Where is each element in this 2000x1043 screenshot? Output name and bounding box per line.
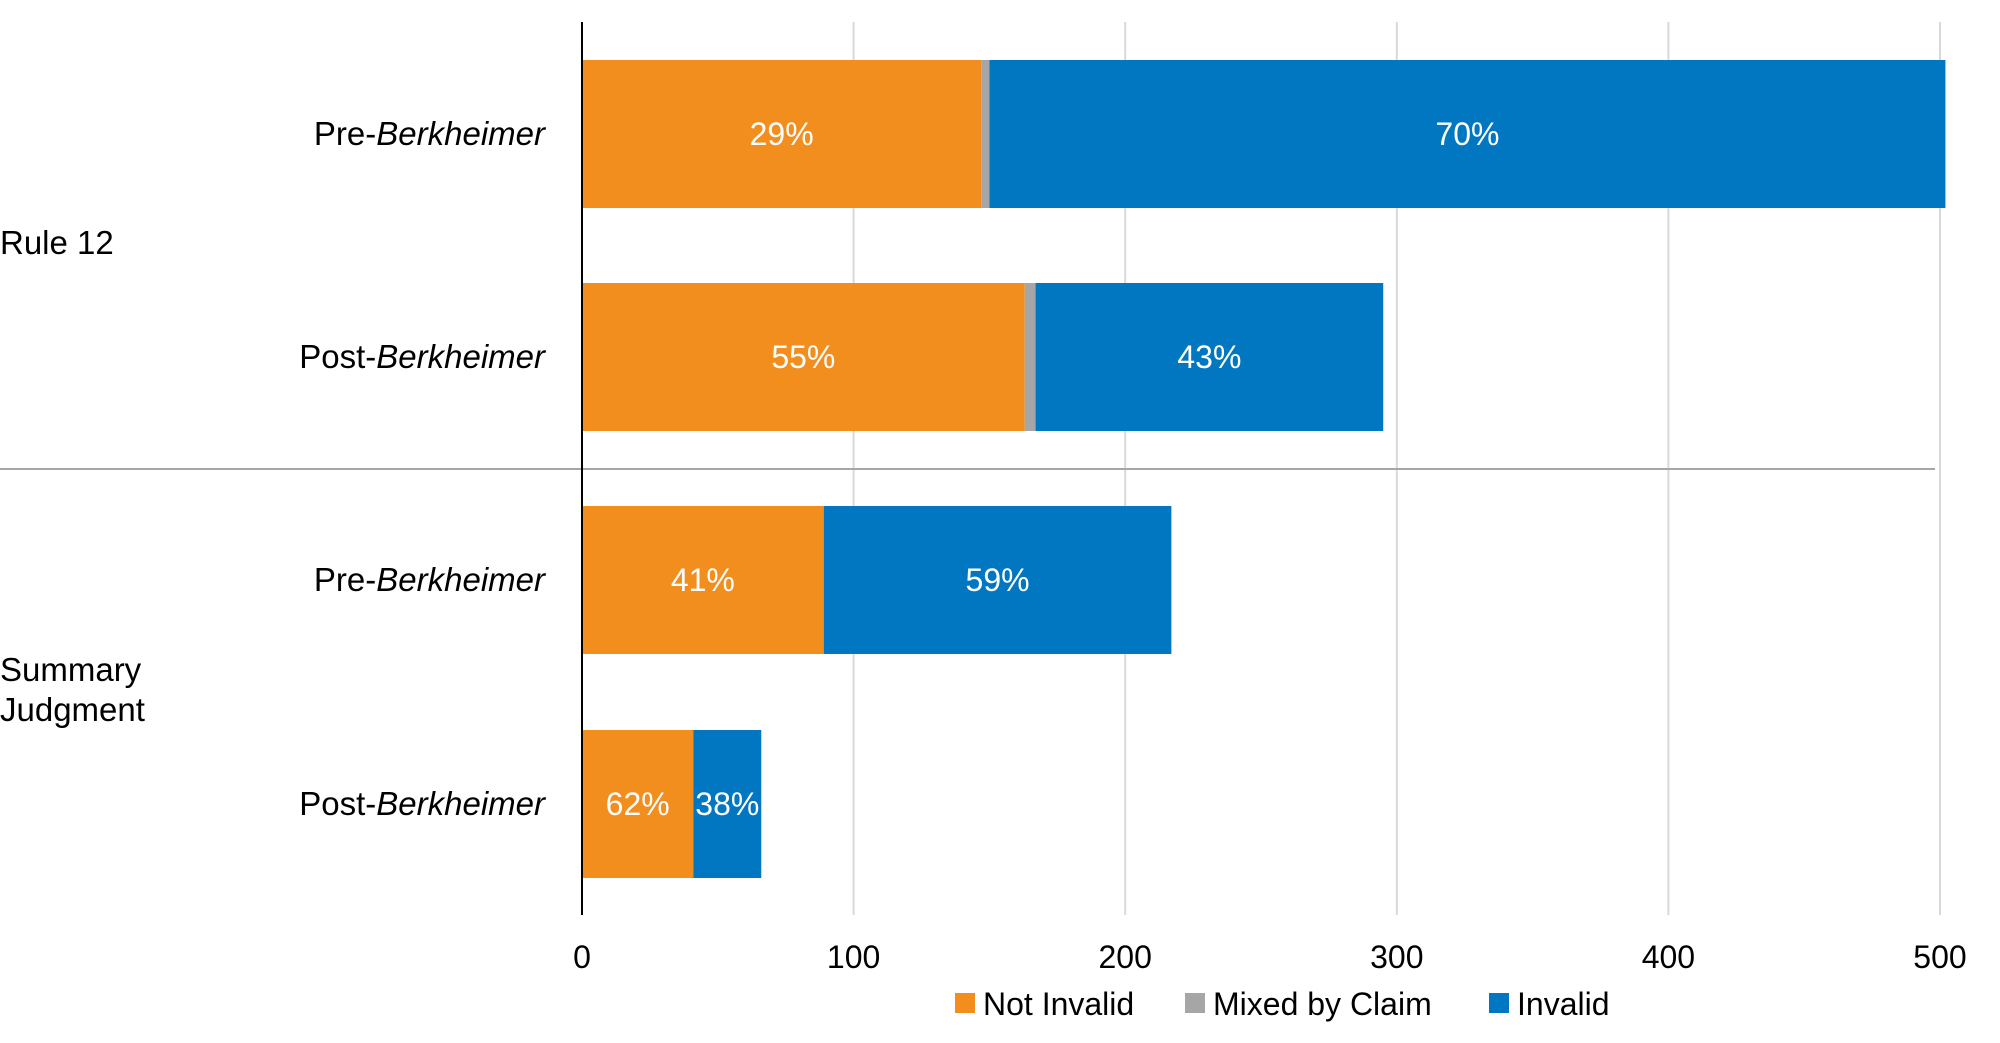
category-label: Pre-Berkheimer (314, 115, 547, 152)
legend-label: Not Invalid (983, 986, 1134, 1022)
data-label: 70% (1435, 116, 1499, 152)
x-tick-label: 300 (1370, 939, 1423, 975)
bar-segment-mixed-by-claim (1025, 283, 1036, 431)
data-label: 62% (606, 786, 670, 822)
data-label: 29% (750, 116, 814, 152)
category-label: Post-Berkheimer (299, 785, 547, 822)
group-label: SummaryJudgment (0, 651, 145, 728)
data-label: 59% (966, 562, 1030, 598)
legend: Not Invalid Mixed by Claim Invalid (955, 986, 1610, 1022)
bar-segment-mixed-by-claim (981, 60, 989, 208)
group-label: Rule 12 (0, 224, 114, 261)
data-label: 38% (695, 786, 759, 822)
x-tick-label: 400 (1642, 939, 1695, 975)
x-tick-label: 500 (1913, 939, 1966, 975)
legend-swatch (1489, 993, 1509, 1013)
legend-label: Invalid (1517, 986, 1610, 1022)
legend-swatch (955, 993, 975, 1013)
x-tick-label: 100 (827, 939, 880, 975)
x-tick-label: 200 (1099, 939, 1152, 975)
legend-swatch (1185, 993, 1205, 1013)
data-label: 43% (1177, 339, 1241, 375)
category-label: Pre-Berkheimer (314, 561, 547, 598)
data-label: 55% (771, 339, 835, 375)
legend-label: Mixed by Claim (1213, 986, 1432, 1022)
category-label: Post-Berkheimer (299, 338, 547, 375)
x-tick-label: 0 (573, 939, 591, 975)
data-label: 41% (671, 562, 735, 598)
